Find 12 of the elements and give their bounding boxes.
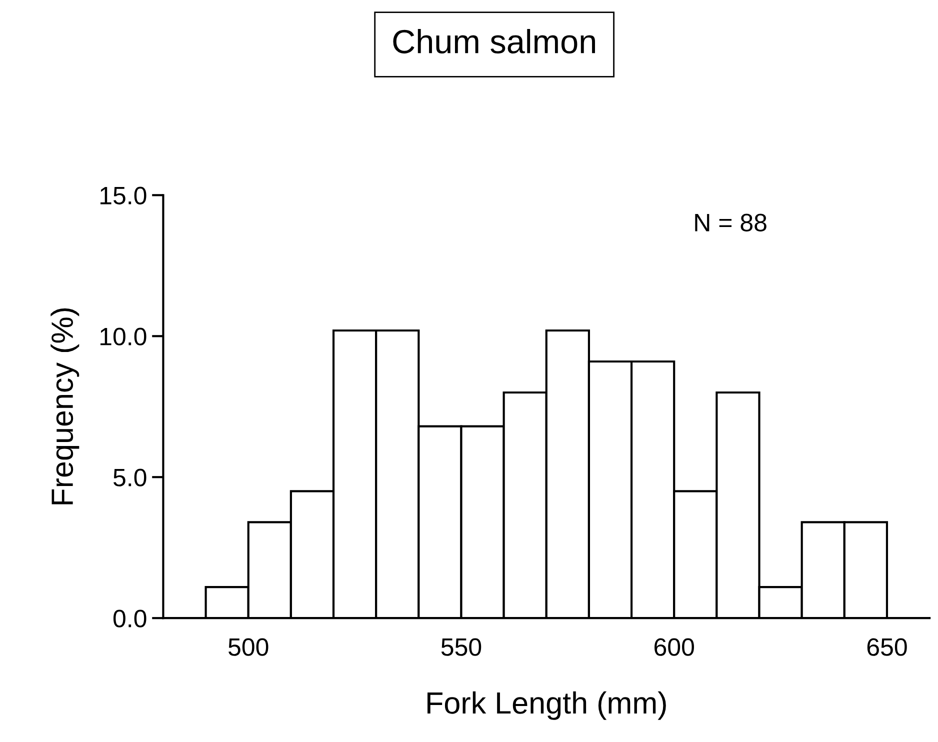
y-axis-title: Frequency (%) xyxy=(50,308,80,504)
x-axis-title: Fork Length (mm) xyxy=(428,691,666,720)
y-tick-label: 15.0 xyxy=(100,186,146,204)
x-tick-label: 550 xyxy=(441,638,482,656)
y-tick-label: 5.0 xyxy=(113,468,146,486)
x-tick-label: 500 xyxy=(228,638,268,656)
y-tick-label: 10.0 xyxy=(100,328,146,346)
x-tick-label: 600 xyxy=(654,638,694,656)
annotation: N = 88 xyxy=(695,214,766,232)
x-tick-label: 650 xyxy=(867,638,907,656)
chart-title: Chum salmon xyxy=(393,28,595,54)
y-tick-label: 0.0 xyxy=(113,610,146,628)
